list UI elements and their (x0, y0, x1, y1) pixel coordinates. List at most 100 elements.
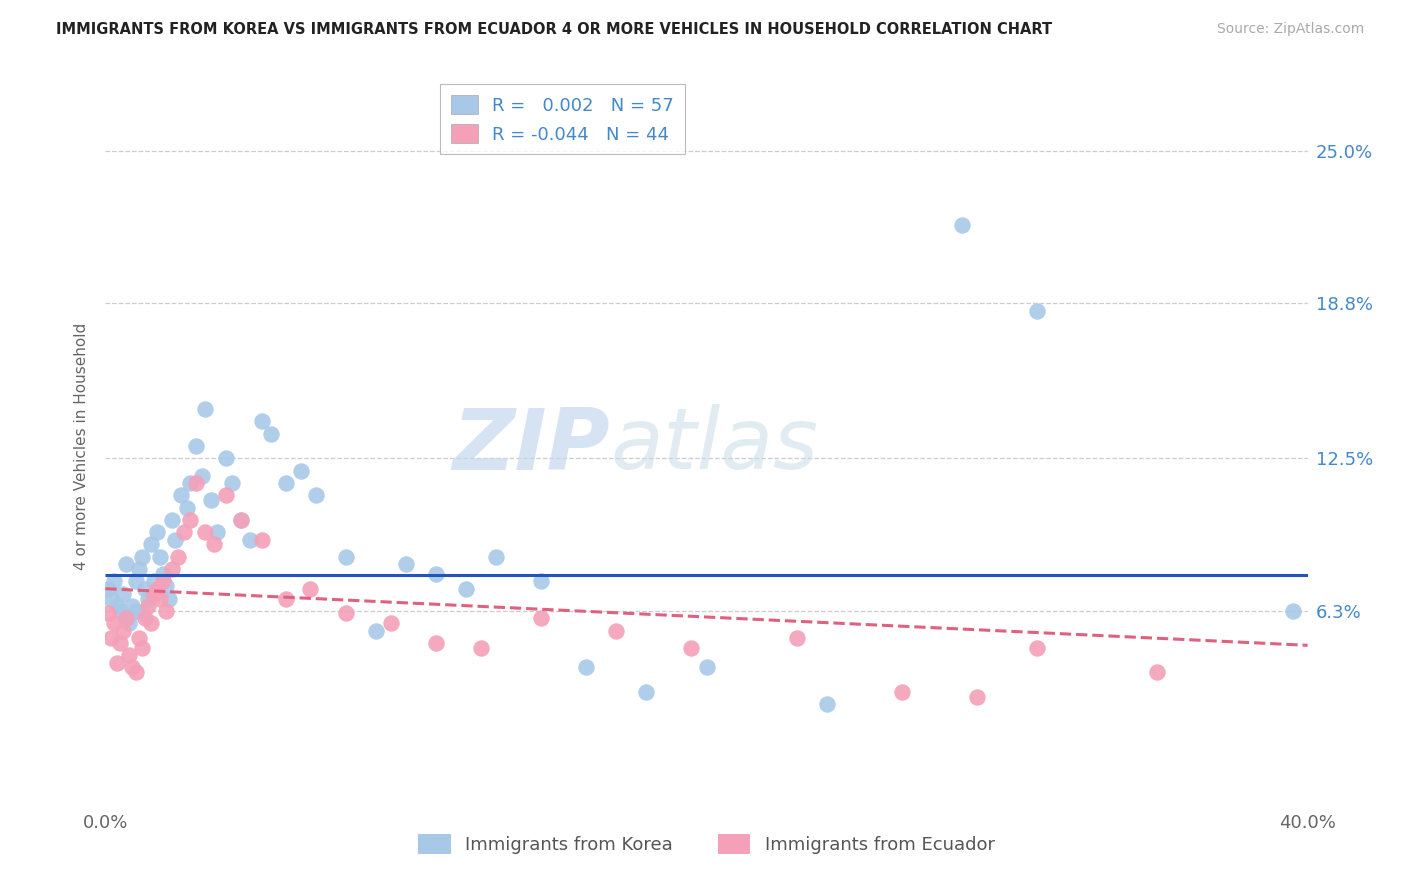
Point (103, 574, 125, 589)
Point (134, 582, 156, 596)
Point (250, 414, 273, 428)
Point (239, 533, 262, 547)
Point (118, 616, 141, 631)
Point (530, 611, 553, 625)
Point (950, 218, 973, 232)
Point (214, 488, 236, 502)
Point (142, 587, 165, 601)
Point (128, 562, 150, 576)
Point (157, 591, 180, 606)
Point (128, 631, 150, 645)
Point (260, 426, 283, 441)
Point (485, 549, 508, 564)
Point (139, 616, 162, 631)
Point (890, 685, 912, 699)
Point (605, 624, 627, 638)
Point (194, 402, 217, 417)
Point (124, 665, 146, 680)
Point (160, 513, 183, 527)
Legend: Immigrants from Korea, Immigrants from Ecuador: Immigrants from Korea, Immigrants from E… (411, 827, 1002, 862)
Point (166, 549, 188, 564)
Point (298, 582, 321, 596)
Point (136, 599, 159, 613)
Point (145, 525, 167, 540)
Point (274, 591, 297, 606)
Point (1146, 665, 1168, 680)
Point (786, 631, 808, 645)
Point (145, 582, 167, 596)
Point (142, 574, 165, 589)
Point (131, 549, 153, 564)
Point (139, 537, 162, 551)
Point (115, 611, 138, 625)
Point (696, 660, 718, 674)
Point (115, 611, 138, 625)
Point (179, 475, 201, 490)
Point (110, 636, 132, 650)
Point (179, 513, 201, 527)
Point (131, 607, 153, 621)
Point (131, 640, 153, 655)
Point (681, 640, 703, 655)
Point (395, 557, 418, 571)
Point (169, 488, 191, 502)
Point (274, 475, 297, 490)
Point (425, 566, 447, 581)
Point (470, 640, 492, 655)
Text: IMMIGRANTS FROM KOREA VS IMMIGRANTS FROM ECUADOR 4 OR MORE VEHICLES IN HOUSEHOLD: IMMIGRANTS FROM KOREA VS IMMIGRANTS FROM… (56, 22, 1052, 37)
Point (454, 582, 477, 596)
Point (121, 599, 143, 613)
Point (124, 574, 146, 589)
Point (115, 557, 138, 571)
Point (160, 562, 183, 576)
Point (152, 574, 174, 589)
Y-axis label: 4 or more Vehicles in Household: 4 or more Vehicles in Household (75, 322, 90, 570)
Point (121, 660, 143, 674)
Point (155, 579, 177, 593)
Point (118, 648, 141, 662)
Point (290, 464, 312, 478)
Point (221, 475, 243, 490)
Point (425, 636, 447, 650)
Point (97, 582, 120, 596)
Point (184, 475, 207, 490)
Text: Source: ZipAtlas.com: Source: ZipAtlas.com (1216, 22, 1364, 37)
Point (380, 616, 402, 631)
Point (176, 500, 198, 515)
Point (100, 631, 122, 645)
Point (214, 451, 236, 466)
Point (163, 533, 186, 547)
Point (134, 611, 156, 625)
Point (103, 616, 125, 631)
Point (229, 513, 252, 527)
Point (202, 537, 225, 551)
Point (1026, 303, 1049, 318)
Point (530, 574, 553, 589)
Point (335, 549, 357, 564)
Point (107, 656, 129, 670)
Point (636, 685, 658, 699)
Point (190, 468, 212, 483)
Point (155, 604, 177, 618)
Point (97, 607, 120, 621)
Text: atlas: atlas (610, 404, 818, 488)
Point (173, 525, 195, 540)
Point (148, 549, 170, 564)
Point (112, 624, 135, 638)
Point (124, 604, 146, 618)
Point (194, 525, 217, 540)
Point (136, 591, 159, 606)
Text: ZIP: ZIP (453, 404, 610, 488)
Point (110, 604, 132, 618)
Point (148, 591, 170, 606)
Point (305, 488, 328, 502)
Point (229, 513, 252, 527)
Point (335, 607, 357, 621)
Point (205, 525, 228, 540)
Point (200, 493, 222, 508)
Point (152, 566, 174, 581)
Point (250, 533, 273, 547)
Point (1026, 640, 1049, 655)
Point (966, 690, 988, 704)
Point (107, 599, 129, 613)
